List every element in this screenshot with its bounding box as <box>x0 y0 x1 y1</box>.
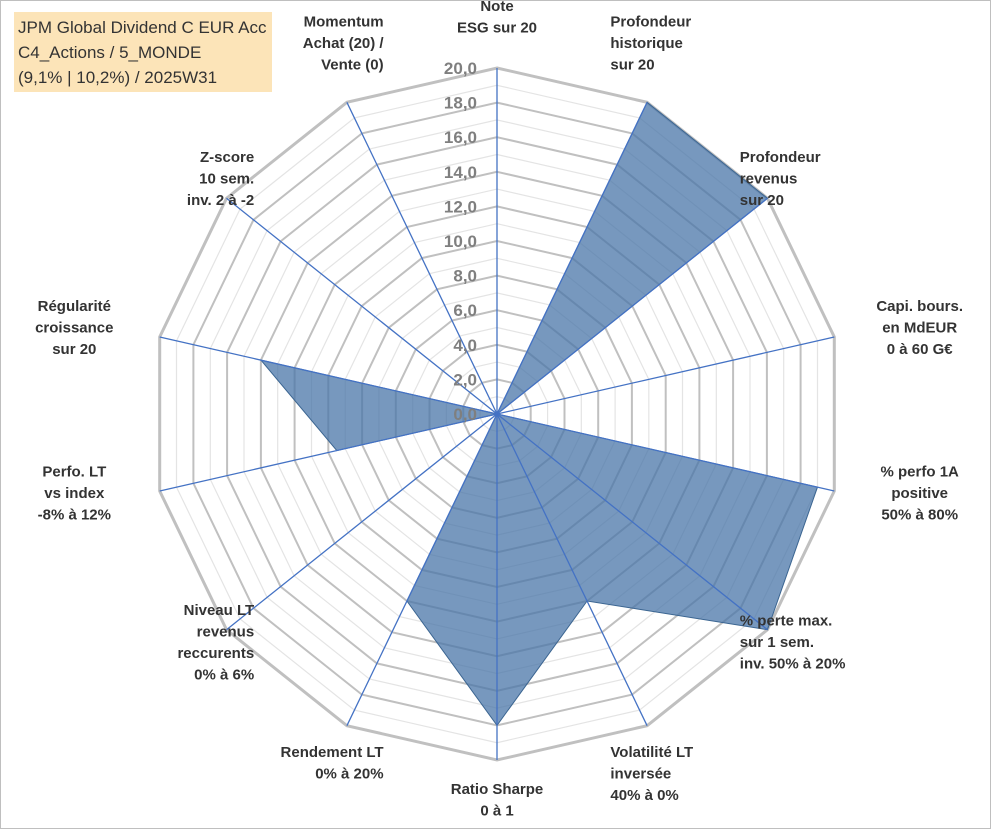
radial-tick-label: 4,0 <box>453 336 477 355</box>
axis-label: % perfo 1A positive 50% à 80% <box>881 464 960 524</box>
radial-tick-label: 18,0 <box>444 94 477 113</box>
axis-label: Profondeur revenus sur 20 <box>740 149 821 209</box>
axis-spoke <box>226 197 498 415</box>
axis-spoke <box>496 102 648 415</box>
axis-label-line: inv. 2 à -2 <box>187 192 254 209</box>
axis-spoke <box>496 413 648 726</box>
axis-spoke <box>496 336 835 415</box>
chart-title-line-1: JPM Global Dividend C EUR Acc <box>18 18 267 37</box>
axis-label-line: revenus <box>197 623 255 640</box>
axis-label-line: Rendement LT <box>281 744 384 761</box>
axis-label-line: 0% à 20% <box>315 766 383 783</box>
axis-label-line: sur 20 <box>610 56 654 73</box>
axis-label-line: inv. 50% à 20% <box>740 656 846 673</box>
axis-label: Régularité croissance sur 20 <box>35 298 113 358</box>
axis-label-line: en MdEUR <box>882 320 957 337</box>
axis-label: Capi. bours. en MdEUR 0 à 60 G€ <box>876 298 963 358</box>
axis-spoke <box>496 413 768 631</box>
axis-spoke <box>496 413 835 492</box>
axis-label-line: vs index <box>44 485 105 502</box>
chart-title-box: JPM Global Dividend C EUR Acc C4_Actions… <box>14 12 272 92</box>
axis-label-line: -8% à 12% <box>38 507 111 524</box>
axis-label-line: inversée <box>610 766 671 783</box>
axis-label: Rendement LT 0% à 20% <box>281 744 384 783</box>
axis-label-line: Profondeur <box>740 149 821 166</box>
axis-label-line: 0% à 6% <box>194 666 254 683</box>
axis-label-line: % perte max. <box>740 613 833 630</box>
axis-label-line: 40% à 0% <box>610 787 678 804</box>
radial-tick-label: 14,0 <box>444 163 477 182</box>
axis-label: Momentum Achat (20) / Vente (0) <box>303 13 385 73</box>
axis-label: Note ESG sur 20 <box>457 0 537 37</box>
axis-label-line: Volatilité LT <box>610 744 693 761</box>
axis-label-line: Régularité <box>38 298 111 315</box>
axis-spoke <box>346 102 498 415</box>
axis-label-line: Profondeur <box>610 13 691 30</box>
axis-spoke <box>346 413 498 726</box>
radial-tick-label: 10,0 <box>444 232 477 251</box>
axis-label-line: positive <box>891 485 948 502</box>
axis-label-line: revenus <box>740 170 798 187</box>
axis-label: Z-score 10 sem. inv. 2 à -2 <box>187 149 254 209</box>
axis-label-line: reccurents <box>177 645 254 662</box>
axis-label-line: Perfo. LT <box>42 464 106 481</box>
radial-tick-label: 8,0 <box>453 267 477 286</box>
axis-spoke <box>159 336 498 415</box>
axis-label-line: Note <box>480 0 513 15</box>
axis-label: Ratio Sharpe 0 à 1 <box>451 781 544 820</box>
radial-tick-label: 12,0 <box>444 197 477 216</box>
axis-label-line: Z-score <box>200 149 254 166</box>
axis-label-line: 10 sem. <box>199 170 254 187</box>
chart-title-line-3: (9,1% | 10,2%) / 2025W31 <box>18 68 218 87</box>
radial-tick-label: 2,0 <box>453 370 477 389</box>
axis-label-line: historique <box>610 35 683 52</box>
axis-label-line: Ratio Sharpe <box>451 781 544 798</box>
axis-spoke <box>496 197 768 415</box>
axis-label: % perte max. sur 1 sem. inv. 50% à 20% <box>740 613 846 673</box>
axis-label-line: 0 à 1 <box>480 803 513 820</box>
chart-title-line-2: C4_Actions / 5_MONDE <box>18 43 202 62</box>
radial-tick-label: 0,0 <box>453 405 477 424</box>
axis-label-line: Vente (0) <box>321 56 384 73</box>
axis-label: Volatilité LT inversée 40% à 0% <box>610 744 693 804</box>
axis-label: Profondeur historique sur 20 <box>610 13 691 73</box>
axis-label-line: Capi. bours. <box>876 298 963 315</box>
axis-label-line: croissance <box>35 320 113 337</box>
axis-label-line: 50% à 80% <box>881 507 958 524</box>
axis-spoke <box>159 413 498 492</box>
radial-tick-label: 6,0 <box>453 301 477 320</box>
axis-label: Perfo. LT vs index -8% à 12% <box>38 464 111 524</box>
axis-label-line: sur 1 sem. <box>740 634 814 651</box>
axis-label-line: sur 20 <box>52 341 96 358</box>
axis-label-line: % perfo 1A <box>881 464 960 481</box>
axis-label-line: Niveau LT <box>184 602 255 619</box>
axis-label-line: Achat (20) / <box>303 35 385 52</box>
radial-tick-label: 16,0 <box>444 128 477 147</box>
axis-spoke <box>226 413 498 631</box>
radial-tick-label: 20,0 <box>444 59 477 78</box>
axis-label-line: Momentum <box>304 13 384 30</box>
axis-label-line: sur 20 <box>740 192 784 209</box>
axis-label-line: ESG sur 20 <box>457 20 537 37</box>
axis-label-line: 0 à 60 G€ <box>887 341 954 358</box>
axis-label: Niveau LT revenus reccurents 0% à 6% <box>177 602 254 684</box>
